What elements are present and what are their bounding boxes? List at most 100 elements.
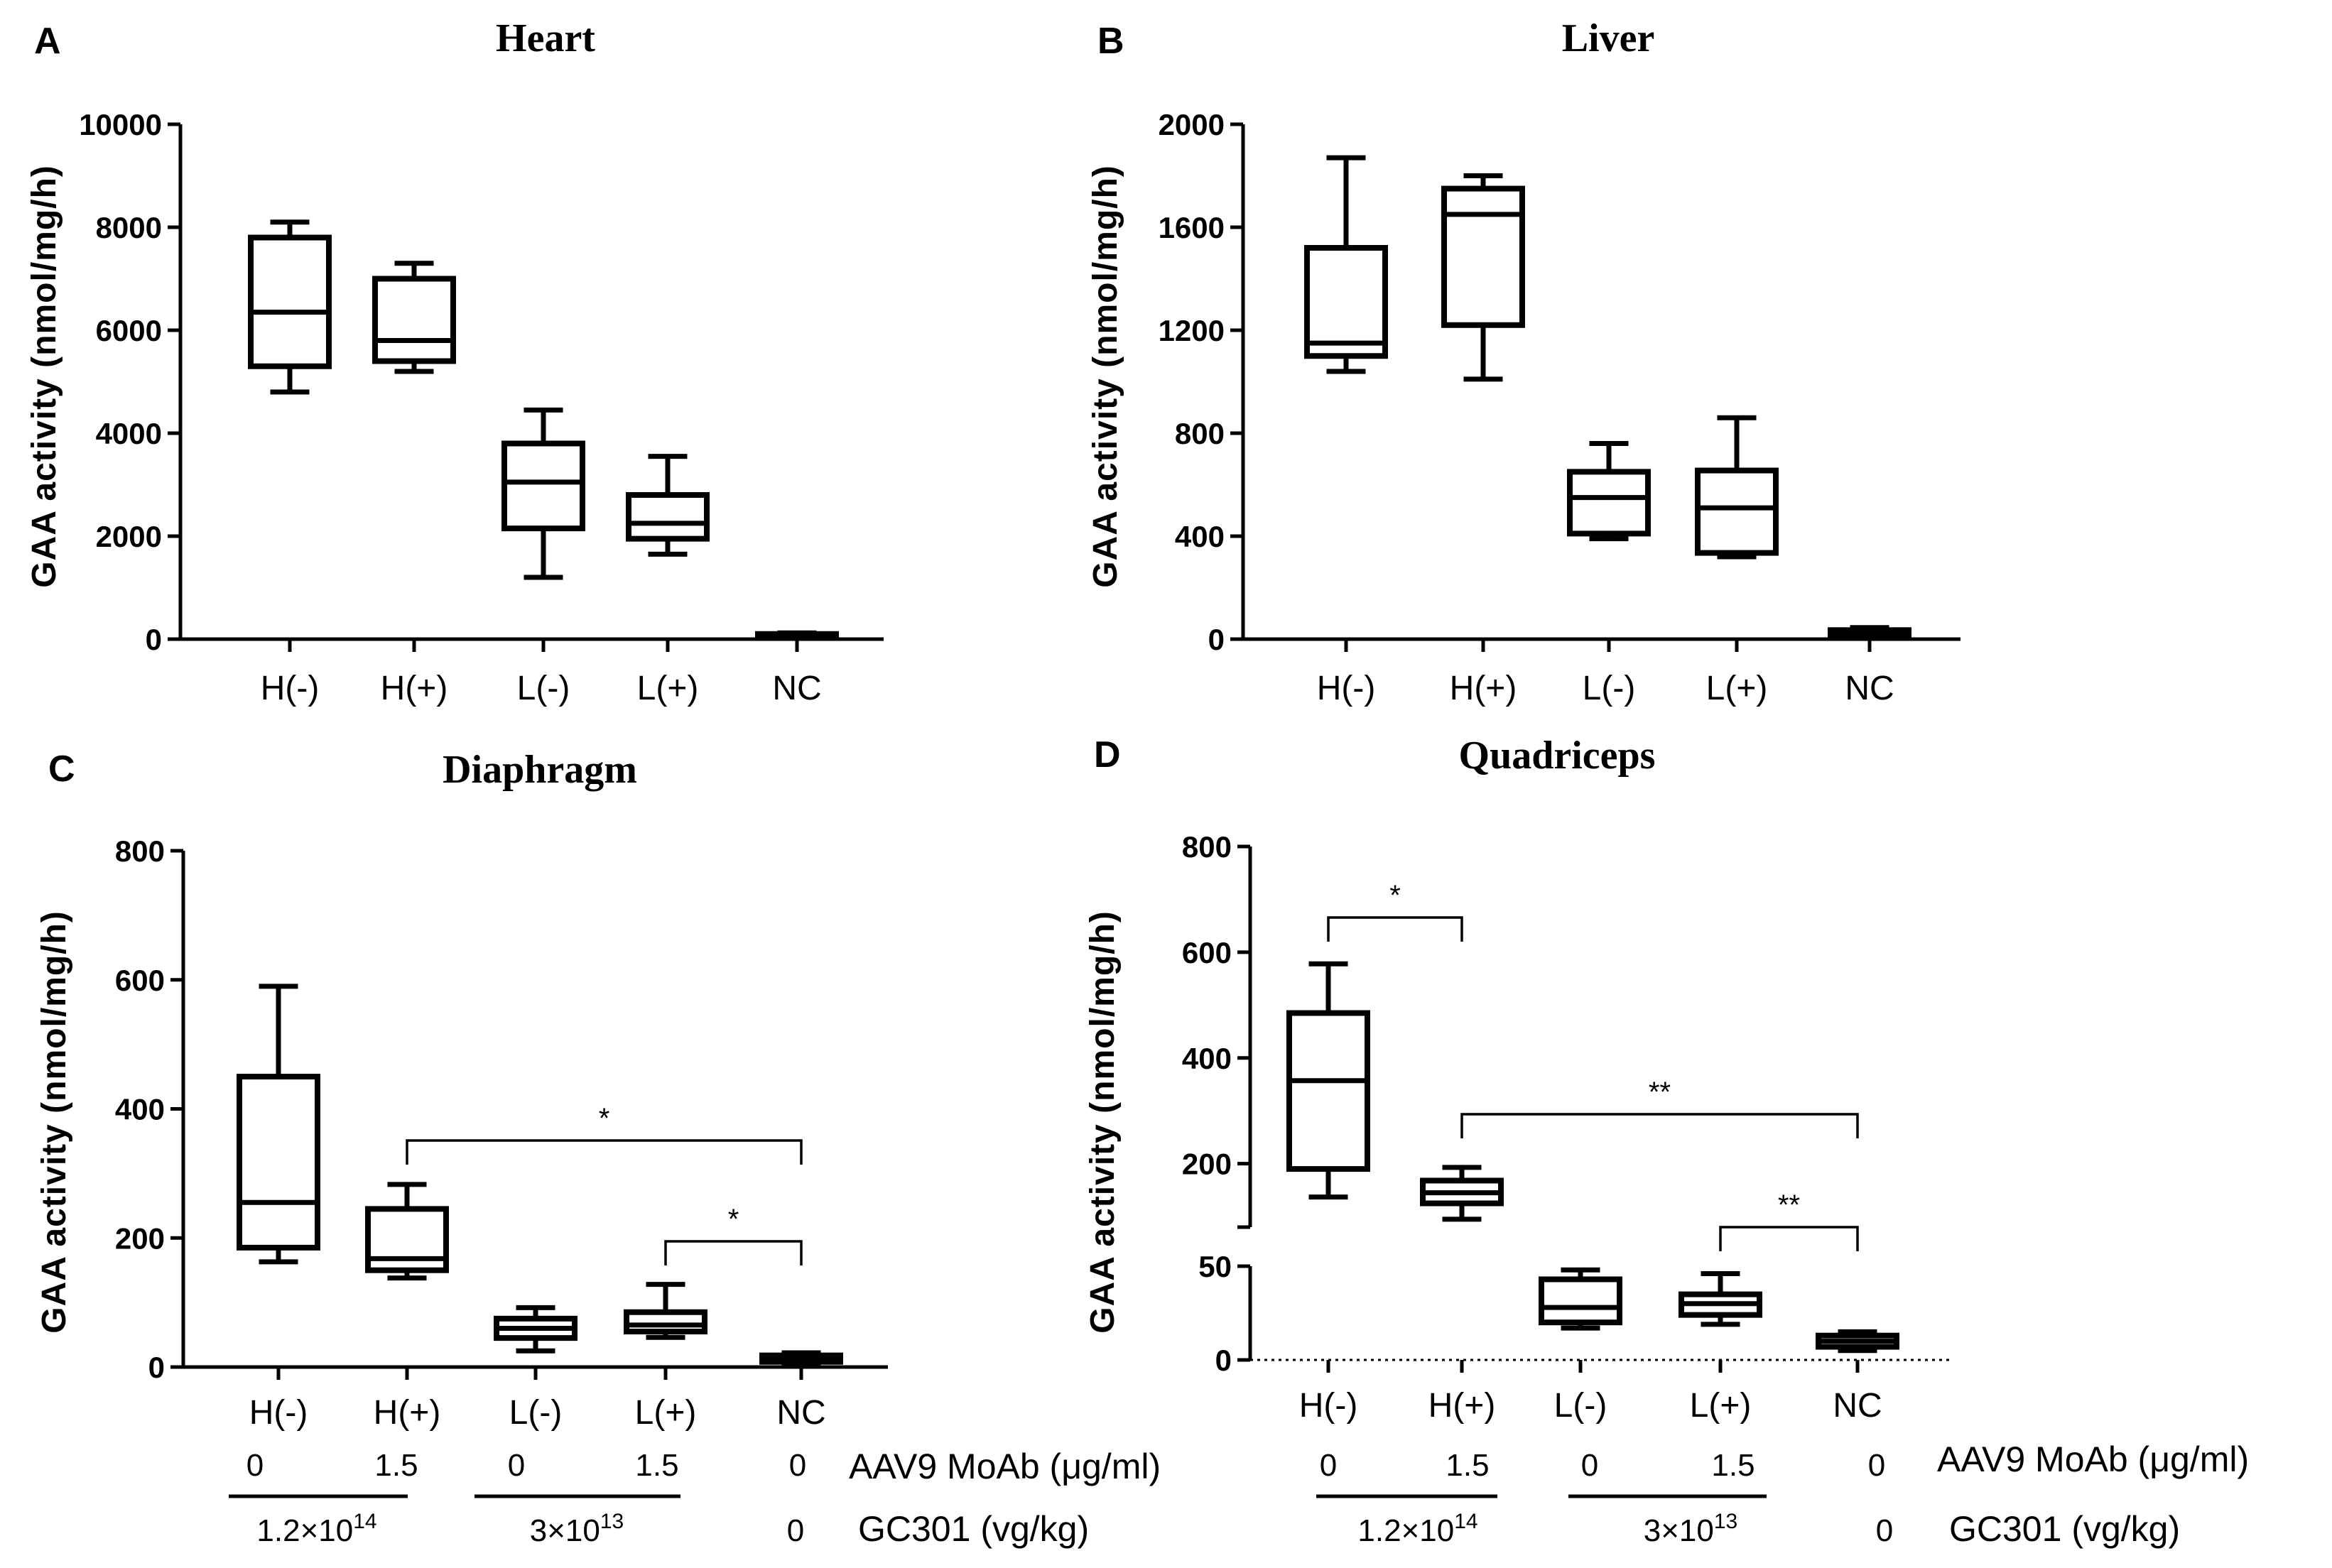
antibody-dose-value: 1.5 <box>374 1448 418 1483</box>
significance-label: * <box>728 1204 739 1235</box>
y-tick-label: 600 <box>115 964 165 997</box>
chart-title: Quadriceps <box>1459 734 1656 778</box>
panel-letter: A <box>34 21 61 62</box>
chart-title: Diaphragm <box>443 748 637 792</box>
significance-label: ** <box>1778 1189 1800 1221</box>
footer-left: 0 1.5 0 1.5 0 AAV9 MoAb (μg/ml) 1.2×1014 3×1013… <box>229 1447 1161 1549</box>
y-tick-label: 400 <box>1175 520 1225 553</box>
antibody-dose-value: 0 <box>246 1448 264 1483</box>
dose-label: GC301 (vg/kg) <box>858 1509 1089 1549</box>
panel-letter: C <box>48 748 75 790</box>
chart-title: Heart <box>496 16 595 60</box>
y-tick-label: 800 <box>115 834 165 868</box>
y-tick-label: 400 <box>115 1093 165 1126</box>
panel-letter: B <box>1097 21 1124 62</box>
x-tick-label-l-minus: L(-) <box>517 670 570 707</box>
y-tick-label: 2000 <box>1159 108 1225 141</box>
y-tick-label: 800 <box>1182 830 1232 864</box>
x-tick-label-l-minus: L(-) <box>1583 670 1636 707</box>
y-tick-label: 400 <box>1182 1042 1232 1075</box>
dose-low-label: 3×1013 <box>530 1510 624 1548</box>
antibody-dose-value: 1.5 <box>1446 1448 1489 1483</box>
box-h-plus <box>372 276 456 364</box>
x-tick-label-l-minus: L(-) <box>1554 1387 1607 1425</box>
significance-label: * <box>599 1103 610 1134</box>
y-tick-label: 200 <box>115 1221 165 1255</box>
box-h-minus <box>237 1074 320 1251</box>
y-tick-label: 8000 <box>96 211 162 244</box>
panel-a-heart: A Heart GAA activity (nmol/mg/h) 0 2000 4000 6… <box>26 16 884 707</box>
y-tick-label: 800 <box>1175 417 1225 450</box>
antibody-dose-value: 0 <box>1320 1448 1337 1483</box>
panel-letter: D <box>1094 734 1121 775</box>
x-tick-label-l-plus: L(+) <box>1690 1387 1752 1425</box>
x-tick-label-h-minus: H(-) <box>1317 670 1376 707</box>
box-h-minus <box>248 234 332 369</box>
box-h-plus <box>1441 185 1525 328</box>
x-tick-label-nc: NC <box>776 1394 825 1432</box>
box-h-minus <box>1304 245 1388 359</box>
antibody-label: AAV9 MoAb (μg/ml) <box>849 1447 1161 1486</box>
box-l-plus <box>624 1309 707 1335</box>
y-tick-label: 0 <box>146 623 162 656</box>
box-h-minus <box>1286 1010 1370 1172</box>
significance-bracket <box>1460 1113 1859 1138</box>
antibody-dose-value: 1.5 <box>635 1448 678 1483</box>
y-axis-label: GAA activity (nmol/mg/h) <box>36 910 73 1334</box>
dose-label: GC301 (vg/kg) <box>1949 1509 2180 1549</box>
significance-label: * <box>1389 880 1401 911</box>
footer-right: 0 1.5 0 1.5 0 AAV9 MoAb (μg/ml) 1.2×1014 3×1013… <box>1316 1439 2249 1549</box>
significance-bracket <box>664 1240 803 1265</box>
dose-nc-value: 0 <box>1876 1513 1893 1548</box>
x-tick-label-l-minus: L(-) <box>509 1394 563 1432</box>
panel-d-quadriceps: D Quadriceps GAA activity (nmol/mg/h) 0 50 20… <box>1084 734 1953 1425</box>
y-tick-label: 600 <box>1182 936 1232 969</box>
x-tick-label-h-plus: H(+) <box>1428 1387 1496 1425</box>
y-axis-label: GAA activity (nmol/mg/h) <box>26 165 63 588</box>
antibody-dose-value: 0 <box>508 1448 525 1483</box>
significance-bracket <box>406 1139 803 1165</box>
x-tick-label-h-minus: H(-) <box>249 1394 308 1432</box>
y-tick-label: 10000 <box>79 108 162 141</box>
box-l-plus <box>626 492 710 542</box>
x-tick-label-l-plus: L(+) <box>1706 670 1768 707</box>
y-tick-label: 0 <box>1215 1344 1232 1377</box>
y-tick-label: 0 <box>148 1351 165 1384</box>
antibody-dose-value: 1.5 <box>1711 1448 1755 1483</box>
y-tick-label: 0 <box>1208 623 1225 656</box>
chart-title: Liver <box>1562 16 1655 60</box>
x-tick-label-h-plus: H(+) <box>1450 670 1517 707</box>
x-tick-label-nc: NC <box>1833 1387 1882 1425</box>
y-axis-label: GAA activity (nmol/mg/h) <box>1084 910 1122 1334</box>
significance-bracket <box>1327 916 1463 942</box>
antibody-dose-value: 0 <box>1581 1448 1598 1483</box>
box-l-minus <box>1567 469 1651 537</box>
x-tick-label-nc: NC <box>772 670 821 707</box>
y-tick-label: 4000 <box>96 417 162 450</box>
x-tick-label-h-minus: H(-) <box>1299 1387 1358 1425</box>
panel-b-liver: B Liver GAA activity (nmol/mg/h) 0 400 800 120… <box>1087 16 1960 707</box>
box-l-minus <box>1539 1276 1622 1326</box>
x-tick-label-l-plus: L(+) <box>637 670 699 707</box>
antibody-dose-value: 0 <box>789 1448 806 1483</box>
panel-c-diaphragm: C Diaphragm GAA activity (nmol/mg/h) 0 200 40… <box>36 748 888 1432</box>
dose-high-label: 1.2×1014 <box>1357 1510 1477 1548</box>
x-tick-label-h-plus: H(+) <box>374 1394 441 1432</box>
dose-nc-value: 0 <box>787 1513 804 1548</box>
y-tick-label: 50 <box>1198 1250 1232 1283</box>
box-l-plus <box>1695 467 1779 556</box>
dose-low-label: 3×1013 <box>1644 1510 1737 1548</box>
y-tick-label: 1600 <box>1159 211 1225 244</box>
x-tick-label-l-plus: L(+) <box>635 1394 697 1432</box>
antibody-dose-value: 0 <box>1868 1448 1885 1483</box>
x-tick-label-h-plus: H(+) <box>381 670 448 707</box>
y-tick-label: 6000 <box>96 314 162 347</box>
x-tick-label-h-minus: H(-) <box>261 670 320 707</box>
y-tick-label: 200 <box>1182 1148 1232 1181</box>
significance-bracket <box>1719 1226 1859 1251</box>
y-tick-label: 2000 <box>96 520 162 553</box>
box-l-minus <box>501 440 585 532</box>
x-tick-label-nc: NC <box>1845 670 1894 707</box>
y-tick-label: 1200 <box>1159 314 1225 347</box>
